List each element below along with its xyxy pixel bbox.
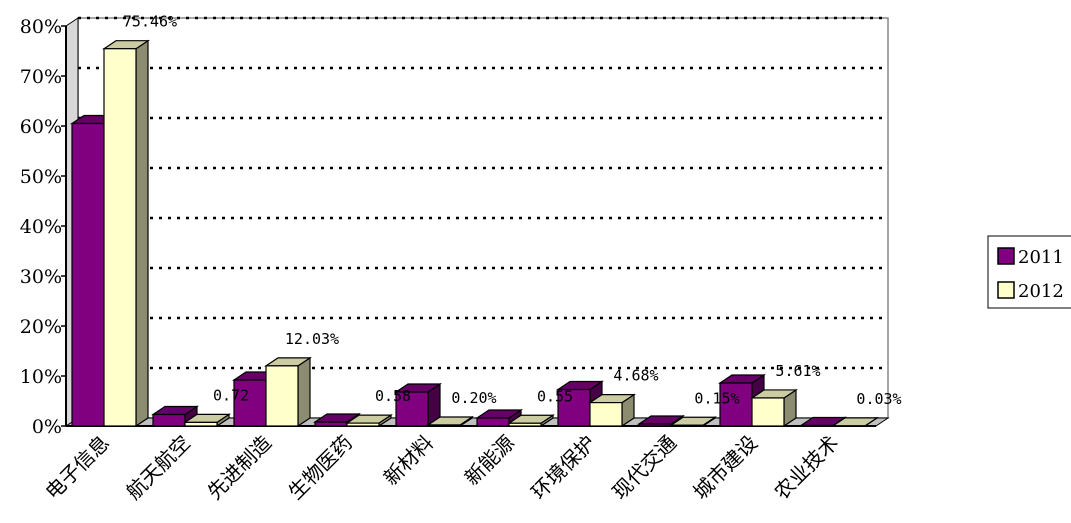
category-label: 现代交通 bbox=[607, 431, 681, 505]
bar bbox=[588, 393, 636, 428]
data-label: 5.61% bbox=[775, 362, 820, 380]
data-label: 0.58 bbox=[375, 387, 411, 405]
bar bbox=[102, 39, 150, 428]
bar bbox=[831, 416, 879, 428]
plot-back-wall bbox=[64, 17, 890, 427]
bars bbox=[70, 39, 879, 428]
bar bbox=[750, 388, 798, 428]
data-label: 75.46% bbox=[123, 13, 177, 31]
bar bbox=[264, 356, 312, 428]
bar bbox=[426, 415, 474, 428]
category-label: 城市建设 bbox=[688, 431, 762, 505]
y-tick-label: 10% bbox=[20, 366, 62, 388]
category-label: 环境保护 bbox=[526, 431, 600, 505]
data-label: 0.15% bbox=[694, 389, 739, 407]
category-labels: 电子信息 航天航空 先进制造 生物医药 新材料 新能源 环境保护 现代交通 城市建设 农业技术 bbox=[40, 431, 843, 505]
y-tick-label: 20% bbox=[20, 316, 62, 338]
data-label: 0.20% bbox=[451, 389, 496, 407]
bar bbox=[345, 413, 393, 428]
bar bbox=[669, 416, 717, 428]
legend: 2011 2012 bbox=[987, 235, 1071, 309]
gridlines bbox=[78, 16, 888, 370]
category-label: 先进制造 bbox=[202, 431, 276, 505]
data-label: 0.55 bbox=[537, 387, 573, 405]
data-label: 12.03% bbox=[285, 330, 339, 348]
y-tick-label: 60% bbox=[20, 116, 62, 138]
y-tick-label: 70% bbox=[20, 66, 62, 88]
category-label: 农业技术 bbox=[769, 431, 843, 505]
data-label: 0.03% bbox=[856, 390, 901, 408]
y-axis-ticks: 0% 10% 20% 30% 40% 50% 60% 70% 80% bbox=[20, 16, 66, 438]
y-tick-label: 30% bbox=[20, 266, 62, 288]
legend-label: 2012 bbox=[1018, 281, 1064, 302]
y-tick-label: 40% bbox=[20, 216, 62, 238]
category-label: 新材料 bbox=[379, 431, 438, 490]
legend-swatch bbox=[997, 281, 1015, 299]
y-tick-label: 0% bbox=[32, 416, 62, 438]
bar bbox=[507, 414, 555, 428]
legend-label: 2011 bbox=[1018, 247, 1064, 268]
category-label: 新能源 bbox=[460, 431, 519, 490]
y-tick-label: 80% bbox=[20, 16, 62, 38]
data-label: 4.68% bbox=[613, 367, 658, 385]
category-label: 电子信息 bbox=[40, 431, 114, 505]
bar bbox=[183, 413, 231, 428]
data-labels: 75.46% 0.72 12.03% 0.58 0.20% 0.55 4.68% 0.15% 5… bbox=[123, 13, 902, 408]
y-tick-label: 50% bbox=[20, 166, 62, 188]
data-label: 0.72 bbox=[213, 386, 249, 404]
category-label: 航天航空 bbox=[121, 431, 195, 505]
legend-swatch bbox=[997, 247, 1015, 265]
category-label: 生物医药 bbox=[283, 431, 357, 505]
